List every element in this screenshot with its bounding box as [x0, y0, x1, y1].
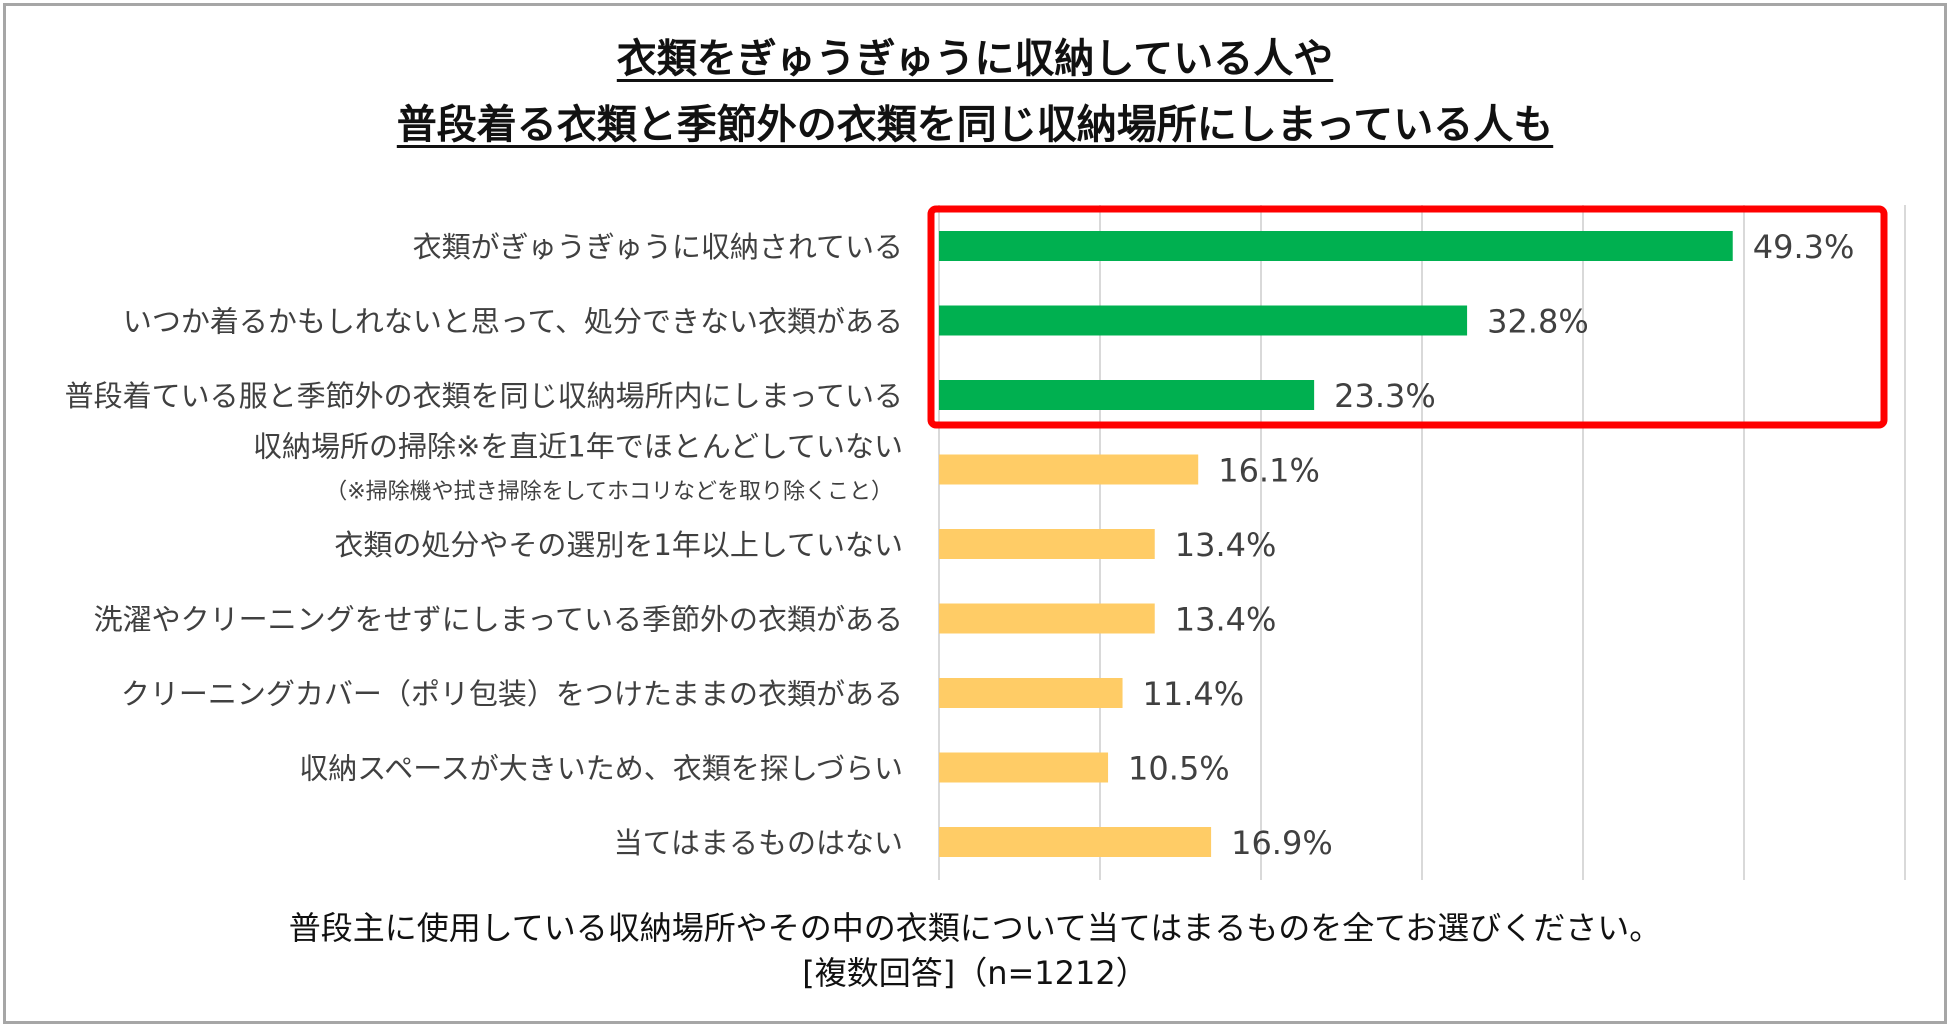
category-label: 普段着ている服と季節外の衣類を同じ収納場所内にしまっている	[65, 379, 903, 413]
value-label: 32.8%	[1487, 303, 1589, 341]
chart-title-line1: 衣類をぎゅうぎゅうに収納している人や	[616, 36, 1334, 82]
chart-title-line2: 普段着る衣類と季節外の衣類を同じ収納場所にしまっている人も	[396, 102, 1554, 148]
bar	[939, 380, 1315, 410]
bar	[939, 752, 1109, 783]
bar	[939, 454, 1199, 485]
value-label: 23.3%	[1334, 377, 1436, 415]
category-note: （※掃除機や拭き掃除をしてホコリなどを取り除くこと）	[325, 480, 893, 505]
category-label: 収納スペースが大きいため、衣類を探しづらい	[299, 752, 903, 786]
category-label: 衣類がぎゅうぎゅうに収納されている	[413, 230, 903, 264]
value-label: 49.3%	[1753, 228, 1855, 266]
bar	[939, 603, 1155, 634]
category-label: いつか着るかもしれないと思って、処分できない衣類がある	[123, 305, 903, 339]
bar	[939, 827, 1212, 857]
value-label: 13.4%	[1175, 526, 1277, 564]
highlight-box	[927, 205, 1888, 429]
category-label: 当てはまるものはない	[614, 826, 903, 860]
value-label: 10.5%	[1128, 750, 1230, 788]
category-label: 洗濯やクリーニングをせずにしまっている季節外の衣類がある	[94, 603, 903, 637]
value-label: 16.1%	[1218, 452, 1320, 490]
bar	[939, 529, 1155, 559]
value-label: 13.4%	[1175, 601, 1277, 639]
answer-type-note: [複数回答]（n=1212）	[802, 954, 1148, 992]
category-label: クリーニングカバー（ポリ包装）をつけたままの衣類がある	[121, 677, 903, 711]
category-label: 収納場所の掃除※を直近1年でほとんどしていない	[253, 430, 903, 464]
bar	[939, 305, 1468, 336]
category-label: 衣類の処分やその選別を1年以上していない	[334, 528, 903, 562]
bar	[939, 678, 1123, 708]
survey-question: 普段主に使用している収納場所やその中の衣類について当てはまるものを全てお選びくだ…	[288, 909, 1662, 947]
value-label: 11.4%	[1143, 675, 1245, 713]
value-label: 16.9%	[1231, 824, 1333, 862]
bar	[939, 231, 1733, 261]
